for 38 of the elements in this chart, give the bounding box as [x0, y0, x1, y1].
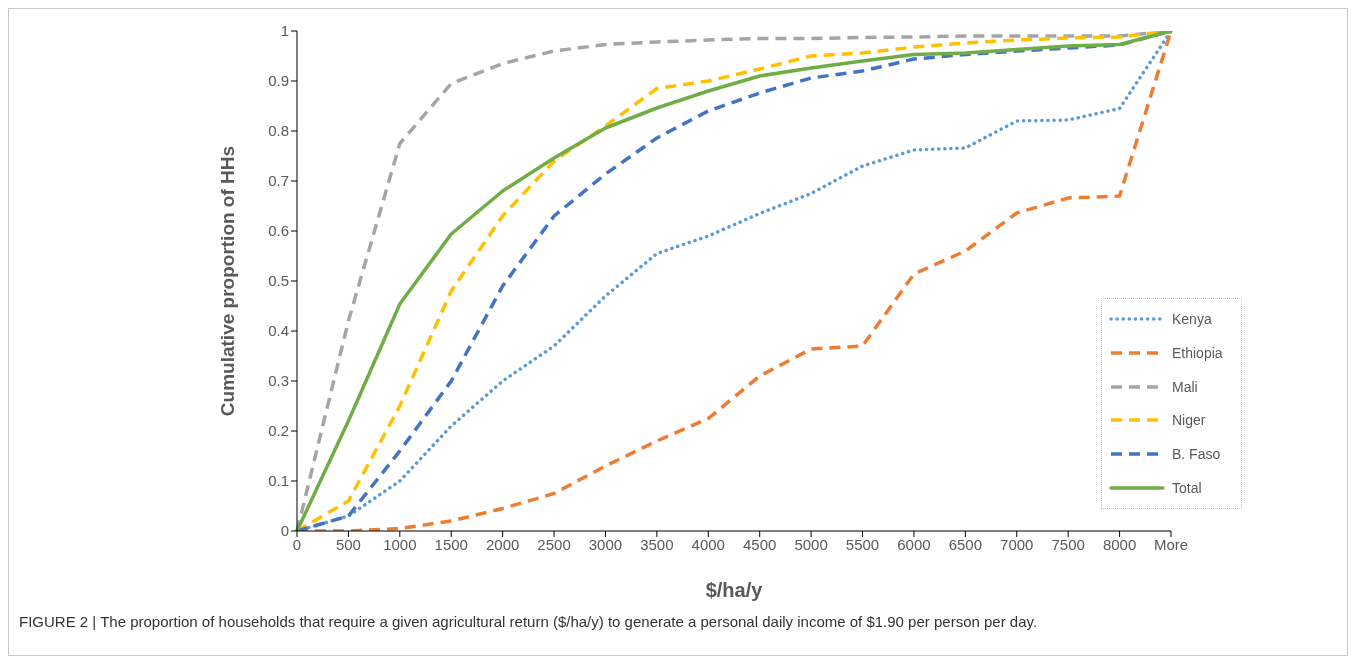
legend-label: Kenya	[1172, 311, 1212, 327]
x-tick-label: 6000	[897, 535, 931, 553]
y-tick-label: 0.9	[268, 72, 289, 90]
y-tick-label: 1	[280, 22, 289, 40]
y-tick-label: 0.6	[268, 222, 289, 240]
x-tick-label: 1000	[383, 535, 417, 553]
legend-label: Niger	[1172, 412, 1206, 429]
x-tick-label: 3500	[640, 535, 674, 553]
x-tick-label: 4500	[743, 535, 777, 553]
x-tick-label: 8000	[1102, 535, 1137, 553]
y-tick-label: 0.4	[268, 322, 289, 340]
x-tick-label: 5500	[845, 535, 880, 553]
x-tick-label: 4000	[691, 535, 725, 553]
x-tick-label: 500	[335, 535, 361, 553]
x-tick-label: 2000	[485, 535, 520, 553]
x-tick-label: 2500	[537, 535, 571, 553]
x-tick-label: 7500	[1051, 535, 1085, 553]
x-tick-label: 1500	[434, 535, 468, 553]
y-tick-label: 0.7	[268, 172, 289, 190]
caption: FIGURE 2 | The proportion of households that require a given agricultural return ($/ha/y) to generate a personal daily income of $1.90 per person per day.	[19, 613, 1038, 630]
x-tick-label: 5000	[794, 535, 828, 553]
x-tick-label: More	[1153, 535, 1189, 553]
y-tick-label: 0.5	[268, 272, 289, 290]
x-tick-label: 7000	[1000, 535, 1034, 553]
y-axis-title: Cumulative proportion of HHs	[216, 145, 238, 417]
legend-label: Ethiopia	[1172, 344, 1223, 361]
x-axis-title: $/ha/y	[705, 579, 764, 601]
y-tick-label: 0.3	[268, 372, 289, 390]
legend-label: Mali	[1172, 378, 1198, 395]
y-tick-label: 0	[280, 522, 289, 540]
y-tick-label: 0.1	[268, 472, 289, 490]
legend-label: Total	[1172, 479, 1202, 496]
x-tick-label: 6500	[948, 535, 983, 553]
legend-label: B. Faso	[1172, 446, 1221, 463]
x-tick-label: 0	[292, 535, 302, 553]
x-tick-label: 3000	[588, 535, 623, 553]
y-tick-label: 0.8	[268, 122, 289, 140]
y-tick-label: 0.2	[268, 422, 289, 440]
